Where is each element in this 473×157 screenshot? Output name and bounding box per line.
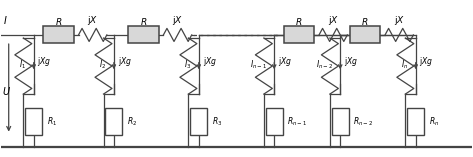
Text: j$X$: j$X$ bbox=[328, 14, 339, 27]
Text: j$X$: j$X$ bbox=[87, 14, 98, 27]
Bar bbox=[190, 108, 207, 135]
Bar bbox=[128, 26, 158, 43]
Text: j$X$: j$X$ bbox=[394, 14, 405, 27]
Text: $R_{n-2}$: $R_{n-2}$ bbox=[353, 115, 374, 127]
Text: $I_3$: $I_3$ bbox=[184, 58, 191, 71]
Text: $R$: $R$ bbox=[55, 16, 62, 27]
Bar bbox=[105, 108, 123, 135]
Text: j$Xg$: j$Xg$ bbox=[278, 55, 292, 68]
Bar bbox=[266, 108, 283, 135]
Text: j$Xg$: j$Xg$ bbox=[118, 55, 131, 68]
Text: $I_{n-1}$: $I_{n-1}$ bbox=[250, 58, 267, 71]
Text: j$Xg$: j$Xg$ bbox=[37, 55, 52, 68]
Text: j$Xg$: j$Xg$ bbox=[202, 55, 217, 68]
Text: $R_1$: $R_1$ bbox=[47, 115, 57, 127]
Text: $R_2$: $R_2$ bbox=[127, 115, 137, 127]
Text: $R_n$: $R_n$ bbox=[429, 115, 439, 127]
Text: $I_{n-2}$: $I_{n-2}$ bbox=[315, 58, 333, 71]
Text: j$X$: j$X$ bbox=[172, 14, 183, 27]
Text: $R$: $R$ bbox=[295, 16, 303, 27]
Bar bbox=[43, 26, 74, 43]
Text: $I_n$: $I_n$ bbox=[401, 58, 408, 71]
Text: $R_3$: $R_3$ bbox=[212, 115, 222, 127]
Text: $R$: $R$ bbox=[361, 16, 369, 27]
Text: $R$: $R$ bbox=[140, 16, 147, 27]
Bar bbox=[407, 108, 424, 135]
Bar bbox=[25, 108, 42, 135]
Bar bbox=[350, 26, 380, 43]
Bar bbox=[332, 108, 349, 135]
Bar bbox=[284, 26, 315, 43]
Text: $U$: $U$ bbox=[2, 85, 11, 97]
Text: j$Xg$: j$Xg$ bbox=[420, 55, 433, 68]
Text: $I_1$: $I_1$ bbox=[19, 58, 26, 71]
Text: $I$: $I$ bbox=[3, 14, 8, 26]
Text: $R_{n-1}$: $R_{n-1}$ bbox=[288, 115, 307, 127]
Text: $I_2$: $I_2$ bbox=[99, 58, 106, 71]
Text: j$Xg$: j$Xg$ bbox=[344, 55, 358, 68]
